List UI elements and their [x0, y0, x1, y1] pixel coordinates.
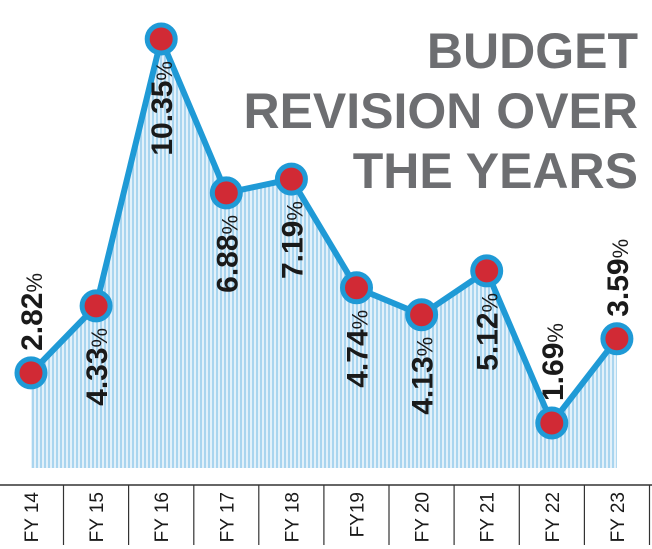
x-tick-label: FY 18 [282, 492, 303, 542]
value-label-fy23: 3.59% [602, 239, 635, 317]
data-point-fy18 [274, 162, 308, 196]
x-tick-label: FY 22 [543, 492, 564, 542]
x-tick-label: FY 14 [22, 492, 43, 543]
data-point-fy16 [144, 22, 178, 56]
area-fill [31, 39, 617, 468]
data-point-fy19 [340, 271, 373, 305]
x-tick-label: FY 16 [152, 492, 173, 542]
value-label-fy17: 6.88% [211, 215, 244, 293]
data-point-fy17 [209, 176, 243, 210]
series-line [28, 36, 620, 426]
data-point-fy15 [79, 289, 113, 323]
title-line-2: REVISION OVER [243, 83, 638, 139]
value-label-fy22: 1.69% [537, 323, 570, 401]
value-label-fy19: 4.74% [342, 310, 375, 388]
x-tick-label: FY19 [348, 492, 369, 537]
value-label-fy16: 10.35% [146, 61, 179, 156]
data-point-fy14 [14, 356, 48, 390]
data-point-fy22 [535, 406, 569, 440]
x-axis: FY 14 FY 15 FY 16 FY 17 FY 18 FY19 FY 20 FY 21 F… [0, 484, 652, 545]
value-label-fy14: 2.82% [16, 273, 49, 351]
x-tick-label: FY 17 [217, 492, 238, 542]
title-line-1: BUDGET [427, 23, 638, 79]
x-tick-label: FY 20 [413, 492, 434, 542]
value-label-fy20: 4.13% [407, 337, 440, 415]
value-label-fy18: 7.19% [276, 201, 309, 279]
value-label-fy21: 5.12% [472, 293, 505, 371]
chart-title: BUDGET REVISION OVER THE YEARS [243, 23, 638, 199]
data-point-fy20 [405, 298, 439, 332]
data-point-fy23 [600, 322, 634, 356]
x-tick-label: FY 23 [608, 492, 629, 542]
x-tick-label: FY 21 [478, 492, 499, 542]
value-label-fy15: 4.33% [81, 328, 114, 406]
title-line-3: THE YEARS [353, 143, 638, 199]
x-tick-label: FY 15 [87, 492, 108, 542]
data-point-fy21 [470, 254, 504, 288]
